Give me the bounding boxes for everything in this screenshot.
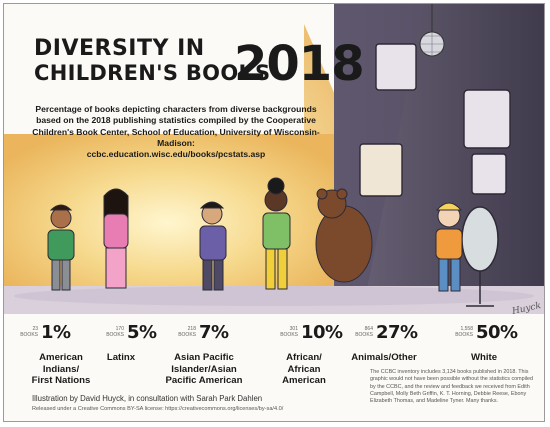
license-line: Released under a Creative Commons BY-SA …	[32, 406, 284, 412]
title-line-1: DIVERSITY IN	[34, 36, 205, 61]
category-label: White	[470, 352, 498, 363]
stats-row: 23 BOOKS 1% American Indians/ First Nations…	[4, 322, 544, 386]
book-count: 301 BOOKS	[274, 326, 298, 338]
book-count-number: 218	[187, 326, 196, 332]
book-count-unit: BOOKS	[106, 332, 124, 338]
title-year: 2018	[234, 36, 365, 92]
disco-ball	[419, 4, 445, 57]
percentage: 27%	[376, 322, 418, 343]
subtitle: Percentage of books depicting characters…	[26, 104, 326, 161]
window-frames	[359, 43, 511, 197]
page-title: DIVERSITY IN CHILDREN'S BOOKS 2018	[34, 36, 365, 89]
infographic: DIVERSITY IN CHILDREN'S BOOKS 2018 Perce…	[3, 3, 545, 422]
footnote: The CCBC inventory includes 3,134 books …	[370, 369, 534, 405]
category-label: Latinx	[106, 352, 136, 363]
book-count-unit: BOOKS	[355, 332, 373, 338]
book-count-unit: BOOKS	[455, 332, 473, 338]
credit-line: Illustration by David Huyck, in consulta…	[32, 394, 263, 403]
category-label: American Indians/ First Nations	[31, 352, 91, 386]
book-count-number: 1,558	[460, 326, 473, 332]
book-count: 170 BOOKS	[100, 326, 124, 338]
book-count: 218 BOOKS	[172, 326, 196, 338]
percentage: 5%	[127, 322, 157, 343]
subtitle-text: Percentage of books depicting characters…	[32, 104, 320, 149]
percentage: 1%	[41, 322, 71, 343]
book-count: 864 BOOKS	[349, 326, 373, 338]
book-count: 1,558 BOOKS	[449, 326, 473, 338]
book-count-unit: BOOKS	[20, 332, 38, 338]
book-count-unit: BOOKS	[280, 332, 298, 338]
book-count-number: 170	[115, 326, 124, 332]
category-label: Animals/Other	[351, 352, 417, 363]
category-label: Asian Pacific Islander/Asian Pacific Ame…	[165, 352, 243, 386]
percentage: 50%	[476, 322, 518, 343]
category-label: African/ African American	[282, 352, 326, 386]
source-url: ccbc.education.wisc.edu/books/pcstats.as…	[86, 149, 266, 160]
illustration-scene	[4, 4, 544, 314]
percentage: 7%	[199, 322, 229, 343]
book-count-number: 864	[364, 326, 373, 332]
percentage: 10%	[301, 322, 343, 343]
title-line-2: CHILDREN'S BOOKS	[34, 61, 271, 85]
book-count-unit: BOOKS	[178, 332, 196, 338]
book-count-number: 301	[289, 326, 298, 332]
children-figures	[47, 177, 463, 292]
book-count: 23 BOOKS	[14, 326, 38, 338]
book-count-number: 23	[32, 326, 38, 332]
